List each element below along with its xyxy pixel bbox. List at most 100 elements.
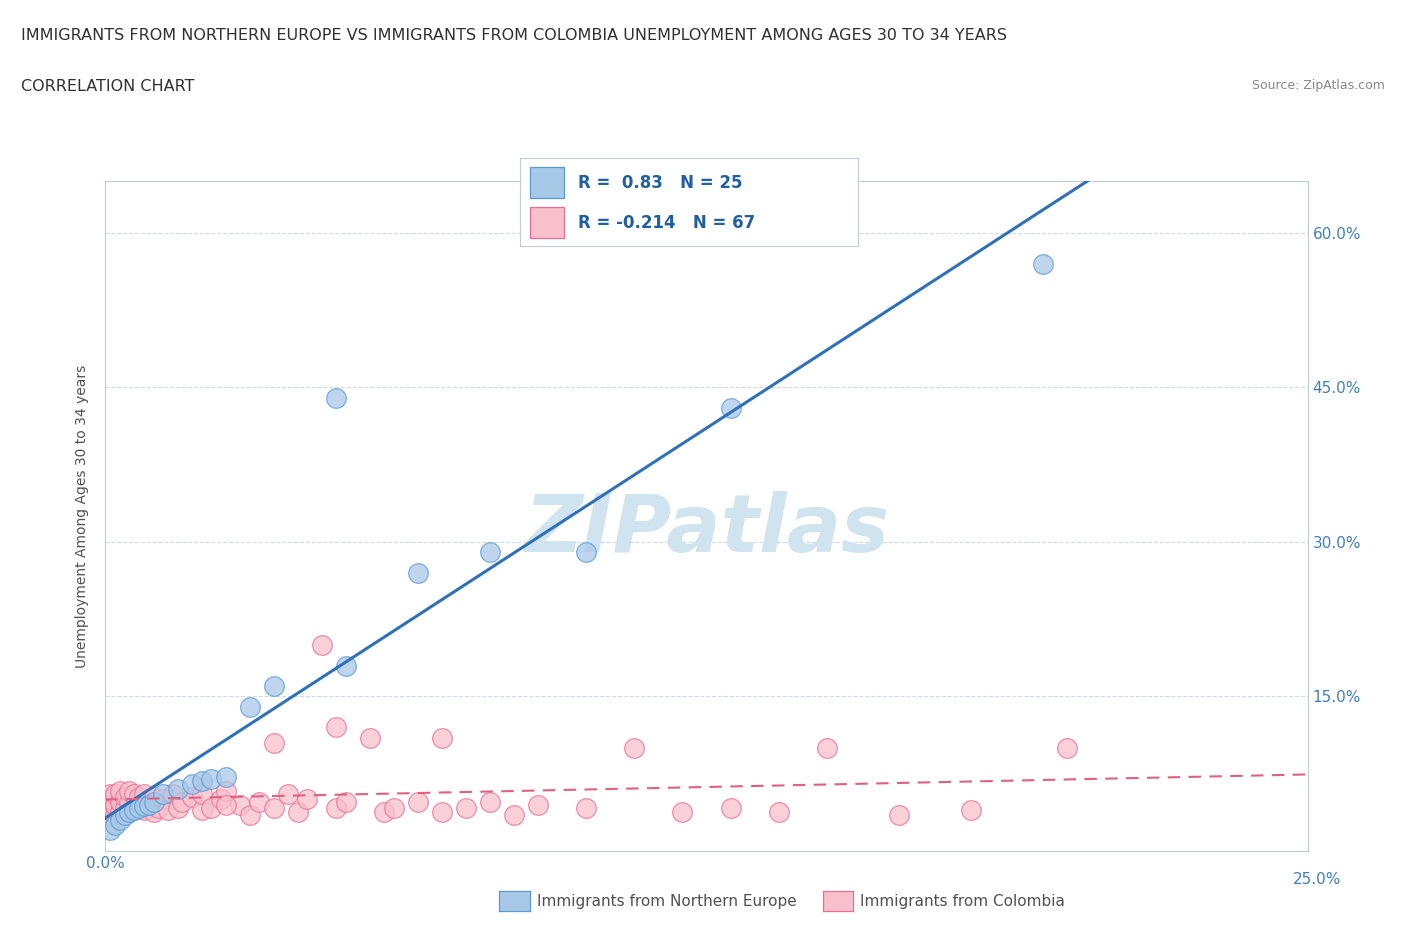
Point <box>720 800 742 815</box>
Point <box>108 813 131 828</box>
Point <box>98 787 121 802</box>
Point <box>406 565 429 580</box>
Point <box>181 790 204 804</box>
Text: Source: ZipAtlas.com: Source: ZipAtlas.com <box>1251 79 1385 92</box>
Point <box>335 794 357 809</box>
Point <box>132 787 155 802</box>
Point <box>124 803 146 817</box>
Point <box>214 784 236 799</box>
Text: R =  0.83   N = 25: R = 0.83 N = 25 <box>578 174 742 192</box>
Point <box>142 794 165 809</box>
Point <box>124 787 146 802</box>
Point <box>887 807 910 822</box>
Point <box>108 784 131 799</box>
Point <box>138 797 160 812</box>
Point <box>479 794 502 809</box>
Text: R = -0.214   N = 67: R = -0.214 N = 67 <box>578 214 755 232</box>
Point <box>172 794 194 809</box>
Point <box>152 792 174 807</box>
Point <box>239 807 262 822</box>
Point <box>98 792 121 807</box>
Point <box>98 803 121 817</box>
Point <box>575 800 598 815</box>
Point <box>118 804 141 819</box>
Point <box>325 800 347 815</box>
Point <box>190 774 212 789</box>
Point <box>247 794 270 809</box>
Point <box>128 790 150 804</box>
Bar <box>530 206 564 238</box>
Point <box>720 401 742 416</box>
Point <box>114 800 136 815</box>
Point <box>229 797 252 812</box>
Point <box>1056 740 1078 755</box>
Point <box>132 798 155 813</box>
Point <box>373 804 395 819</box>
Point <box>114 790 136 804</box>
Point <box>104 807 127 822</box>
Point <box>104 787 127 802</box>
Point <box>1032 257 1054 272</box>
Point <box>200 800 222 815</box>
Point <box>768 804 790 819</box>
Text: Immigrants from Colombia: Immigrants from Colombia <box>860 894 1066 909</box>
Point <box>156 803 179 817</box>
Point <box>166 800 188 815</box>
Point <box>98 823 121 838</box>
Point <box>671 804 693 819</box>
Text: IMMIGRANTS FROM NORTHERN EUROPE VS IMMIGRANTS FROM COLOMBIA UNEMPLOYMENT AMONG A: IMMIGRANTS FROM NORTHERN EUROPE VS IMMIG… <box>21 28 1007 43</box>
Point <box>263 800 285 815</box>
Point <box>124 803 146 817</box>
Point <box>166 782 188 797</box>
Point <box>287 804 309 819</box>
Point <box>181 777 204 791</box>
Text: ZIPatlas: ZIPatlas <box>524 490 889 568</box>
Point <box>108 804 131 819</box>
Point <box>623 740 645 755</box>
Point <box>430 804 453 819</box>
Point <box>239 699 262 714</box>
Bar <box>530 167 564 198</box>
Point <box>277 787 299 802</box>
Point <box>263 679 285 694</box>
Point <box>406 794 429 809</box>
Point <box>527 797 550 812</box>
Text: CORRELATION CHART: CORRELATION CHART <box>21 79 194 94</box>
Point <box>142 804 165 819</box>
Point <box>209 792 232 807</box>
Point <box>162 787 184 802</box>
Point <box>575 545 598 560</box>
Point <box>325 391 347 405</box>
Point <box>128 800 150 815</box>
Point <box>142 790 165 804</box>
Point <box>430 730 453 745</box>
Point <box>503 807 526 822</box>
Point <box>138 797 160 812</box>
Point <box>108 794 131 809</box>
Point <box>118 784 141 799</box>
Point <box>200 771 222 786</box>
Y-axis label: Unemployment Among Ages 30 to 34 years: Unemployment Among Ages 30 to 34 years <box>76 365 90 668</box>
Text: 25.0%: 25.0% <box>1294 872 1341 887</box>
Point <box>190 803 212 817</box>
Point <box>214 797 236 812</box>
Point <box>128 800 150 815</box>
Point <box>190 787 212 802</box>
Point <box>479 545 502 560</box>
Point <box>454 800 477 815</box>
Point <box>118 804 141 819</box>
Point <box>960 803 983 817</box>
Point <box>152 787 174 802</box>
Point <box>104 797 127 812</box>
Point <box>815 740 838 755</box>
Point <box>297 792 319 807</box>
Point <box>311 637 333 652</box>
Point <box>382 800 405 815</box>
Point <box>104 817 127 832</box>
Point <box>335 658 357 673</box>
Point <box>118 794 141 809</box>
Text: Immigrants from Northern Europe: Immigrants from Northern Europe <box>537 894 797 909</box>
Point <box>214 769 236 784</box>
Point <box>132 803 155 817</box>
Point <box>325 720 347 735</box>
